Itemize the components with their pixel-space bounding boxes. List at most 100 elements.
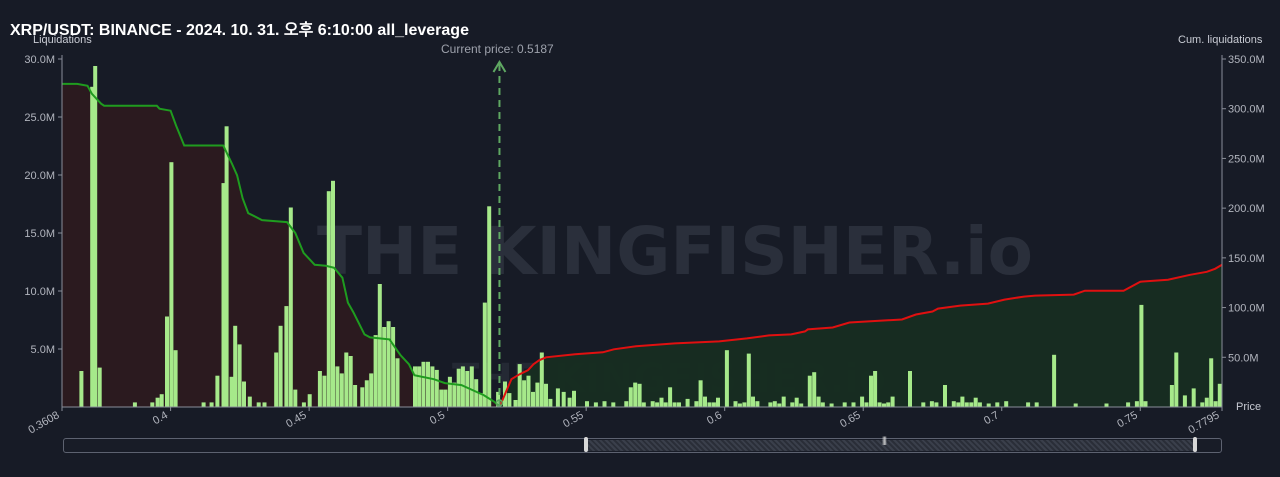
left-tick-label: 5.0M <box>31 344 55 356</box>
range-scrollbar[interactable]: ||| <box>63 435 1222 453</box>
liquidation-bar <box>79 371 84 407</box>
liquidation-bar <box>522 380 527 407</box>
liquidation-bar <box>531 391 535 407</box>
liquidation-bar <box>711 402 716 407</box>
x-tick-label: 0.4 <box>151 409 170 427</box>
scrollbar-thumb[interactable]: ||| <box>584 435 1197 452</box>
liquidation-bar <box>851 402 856 407</box>
liquidation-bar <box>201 402 206 407</box>
liquidation-bar <box>307 394 312 407</box>
liquidation-bar <box>284 306 289 407</box>
x-tick-label: 0.7 <box>982 409 1001 427</box>
liquidation-bar <box>768 402 773 407</box>
right-tick-label: 50.0M <box>1228 352 1259 364</box>
liquidation-bar <box>159 394 164 407</box>
liquidation-bar <box>262 402 267 407</box>
liquidation-bar <box>507 393 512 407</box>
liquidation-bar <box>526 375 531 407</box>
liquidation-bar <box>685 398 690 407</box>
liquidation-bar <box>934 402 939 407</box>
liquidation-bar <box>755 401 760 407</box>
liquidation-bar <box>364 380 369 407</box>
left-tick-label: 20.0M <box>24 170 55 182</box>
liquidation-bar <box>369 373 374 407</box>
liquidation-bar <box>233 325 238 407</box>
liquidation-bar <box>1026 402 1031 407</box>
x-tick-label: 0.75 <box>1115 409 1140 430</box>
liquidation-bar <box>1204 397 1209 407</box>
liquidation-bar <box>633 382 638 407</box>
liquidation-bar <box>641 402 646 407</box>
liquidation-bar <box>668 387 673 407</box>
liquidation-bar <box>1004 401 1009 407</box>
liquidation-bar <box>677 402 681 407</box>
liquidation-bar <box>716 397 720 407</box>
right-tick-label: 250.0M <box>1228 153 1265 165</box>
liquidation-bar <box>746 353 751 407</box>
liquidation-bar <box>93 66 98 407</box>
liquidation-bar <box>742 402 747 407</box>
liquidation-bar <box>221 183 226 407</box>
liquidation-bar <box>382 327 387 407</box>
right-tick-label: 100.0M <box>1228 303 1265 315</box>
current-price-marker <box>495 399 504 407</box>
liquidation-bar <box>1052 354 1057 407</box>
scrollbar-left-handle[interactable] <box>584 437 588 452</box>
liquidation-bar <box>567 397 572 407</box>
liquidation-bar <box>820 402 825 407</box>
liquidation-bar <box>1200 402 1205 407</box>
liquidation-bar <box>777 403 782 407</box>
liquidation-bar <box>335 366 340 407</box>
liquidation-bar <box>790 402 795 407</box>
liquidation-bar <box>301 402 306 407</box>
liquidation-bar <box>986 403 991 407</box>
liquidation-bar <box>465 371 470 407</box>
liquidation-bar <box>517 364 522 407</box>
liquidation-bar <box>237 344 242 407</box>
liquidation-bar <box>535 382 540 407</box>
liquidation-bar <box>322 375 327 407</box>
liquidation-bar <box>650 401 655 407</box>
liquidation-bar <box>602 401 607 407</box>
liquidation-bar <box>478 393 483 407</box>
liquidation-bar <box>869 375 873 407</box>
liquidation-bar <box>694 401 699 407</box>
watermark: THE KINGFISHER.io <box>317 213 1033 290</box>
liquidation-bar <box>1034 402 1039 407</box>
liquidation-bar <box>860 396 865 407</box>
liquidation-bar <box>426 361 430 407</box>
liquidation-bar <box>973 397 978 407</box>
liquidation-bar <box>90 86 95 408</box>
liquidation-bar <box>659 397 664 407</box>
liquidation-bar <box>1217 383 1222 407</box>
liquidation-bar <box>969 402 974 407</box>
liquidation-bar <box>1143 401 1148 407</box>
liquidation-bar <box>724 350 729 407</box>
price-axis-label: Price <box>1236 401 1262 413</box>
liquidation-bar <box>628 387 633 407</box>
liquidation-bar <box>274 352 279 407</box>
liquidation-bar <box>229 376 234 407</box>
liquidation-bar <box>555 388 560 407</box>
liquidation-bar <box>951 401 956 407</box>
liquidation-bar <box>890 396 895 407</box>
liquidation-bar <box>956 402 961 407</box>
liquidation-bar <box>877 402 882 407</box>
liquidation-bar <box>908 371 912 407</box>
liquidation-bar <box>430 366 435 407</box>
cum-short-line <box>62 82 501 408</box>
liquidation-bar <box>487 206 492 407</box>
liquidation-bar <box>496 391 501 407</box>
liquidation-bar <box>169 162 174 407</box>
liquidation-bar <box>278 325 283 407</box>
liquidation-bar <box>224 126 229 408</box>
liquidation-bar <box>173 350 178 407</box>
liquidation-bar <box>816 396 821 407</box>
scrollbar-right-handle[interactable] <box>1193 437 1197 452</box>
liquidation-bar <box>772 401 777 407</box>
liquidation-bar <box>331 180 335 407</box>
liquidation-bar <box>733 401 738 407</box>
liquidation-bar <box>544 383 548 407</box>
liquidation-bar <box>353 385 358 407</box>
